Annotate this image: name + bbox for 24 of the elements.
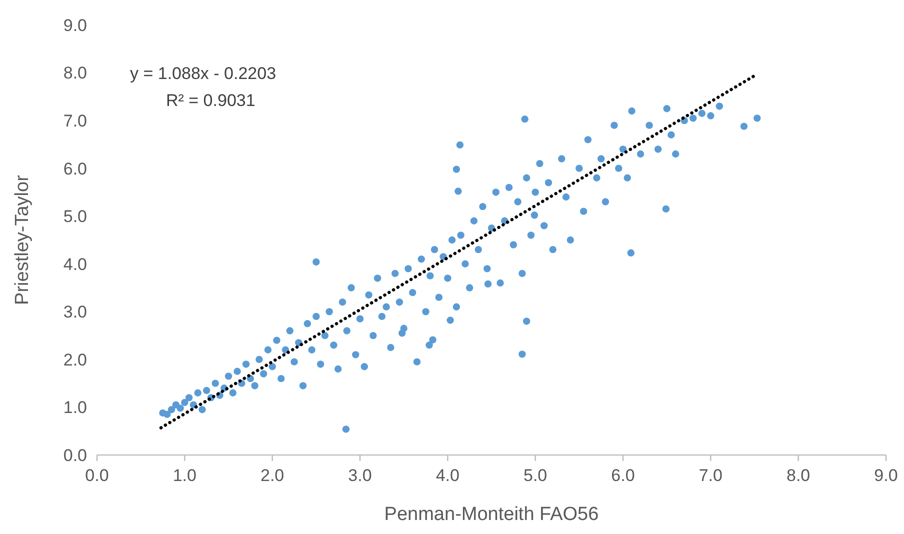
y-axis-title: Priestley-Taylor: [12, 174, 33, 305]
x-tick-label: 0.0: [85, 466, 109, 485]
y-tick-label: 3.0: [63, 302, 87, 322]
y-tick-label: 4.0: [63, 254, 87, 274]
x-tick-label: 1.0: [172, 466, 196, 485]
x-tick-label: 8.0: [786, 466, 810, 485]
y-tick-label: 6.0: [63, 159, 87, 178]
y-tick-label: 7.0: [63, 112, 87, 131]
annotation: y = 1.088x - 0.2203: [130, 64, 276, 83]
x-axis-title: Penman-Monteith FAO56: [384, 504, 599, 525]
x-tick-label: 4.0: [436, 466, 460, 485]
y-tick-label: 5.0: [63, 207, 87, 226]
y-tick-label: 9.0: [63, 16, 87, 35]
x-tick-label: 3.0: [348, 466, 372, 485]
y-tick-label: 1.0: [63, 398, 87, 418]
x-tick-label: 9.0: [874, 466, 898, 485]
x-tick-label: 6.0: [611, 466, 635, 485]
y-tick-label: 8.0: [63, 64, 87, 83]
x-tick-label: 7.0: [698, 466, 722, 485]
annotation: R² = 0.9031: [166, 91, 256, 110]
x-tick-label: 2.0: [260, 466, 284, 485]
y-tick-label: 2.0: [63, 350, 87, 370]
y-tick-label: 0.0: [63, 446, 87, 465]
x-tick-label: 5.0: [524, 466, 548, 485]
